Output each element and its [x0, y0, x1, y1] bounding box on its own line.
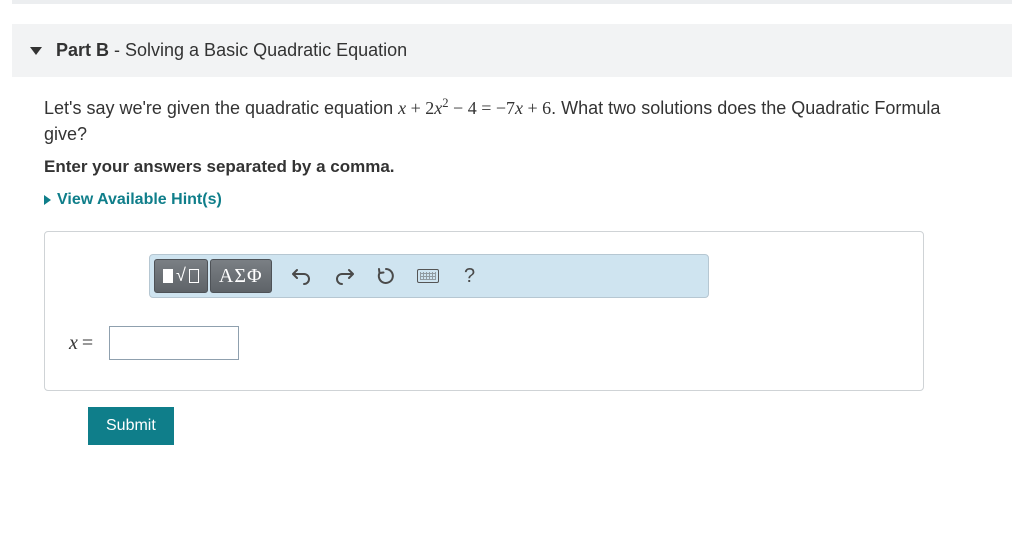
part-title: Part B - Solving a Basic Quadratic Equat… — [56, 40, 407, 61]
answer-box: √ ΑΣΦ ? — [44, 231, 924, 391]
templates-button[interactable]: √ — [154, 259, 208, 293]
question-text: Let's say we're given the quadratic equa… — [44, 95, 980, 147]
keyboard-icon — [417, 269, 439, 283]
help-icon: ? — [464, 265, 475, 288]
part-content: Let's say we're given the quadratic equa… — [0, 77, 1024, 445]
answer-input[interactable] — [109, 326, 239, 360]
part-header[interactable]: Part B - Solving a Basic Quadratic Equat… — [12, 24, 1012, 77]
undo-icon — [292, 267, 312, 285]
answer-variable: x= — [69, 332, 93, 355]
redo-button[interactable] — [324, 259, 364, 293]
question-lead: Let's say we're given the quadratic equa… — [44, 98, 398, 118]
chevron-down-icon — [30, 47, 42, 55]
view-hints-link[interactable]: View Available Hint(s) — [44, 191, 980, 209]
reset-icon — [376, 266, 396, 286]
part-label: Part B — [56, 40, 109, 60]
symbols-button[interactable]: ΑΣΦ — [210, 259, 272, 293]
greek-icon: ΑΣΦ — [219, 265, 263, 288]
answer-row: x= — [69, 326, 899, 360]
equation: x + 2x2 − 4 = −7x + 6 — [398, 98, 551, 118]
help-button[interactable]: ? — [450, 259, 490, 293]
template-icon: √ — [163, 266, 199, 287]
submit-label: Submit — [106, 417, 156, 434]
answer-instruction: Enter your answers separated by a comma. — [44, 157, 980, 177]
redo-icon — [334, 267, 354, 285]
equation-toolbar: √ ΑΣΦ ? — [149, 254, 709, 298]
hints-label: View Available Hint(s) — [57, 191, 222, 209]
undo-button[interactable] — [282, 259, 322, 293]
part-title-rest: - Solving a Basic Quadratic Equation — [109, 40, 407, 60]
chevron-right-icon — [44, 195, 51, 205]
submit-button[interactable]: Submit — [88, 407, 174, 445]
top-divider — [12, 0, 1012, 4]
reset-button[interactable] — [366, 259, 406, 293]
keyboard-button[interactable] — [408, 259, 448, 293]
